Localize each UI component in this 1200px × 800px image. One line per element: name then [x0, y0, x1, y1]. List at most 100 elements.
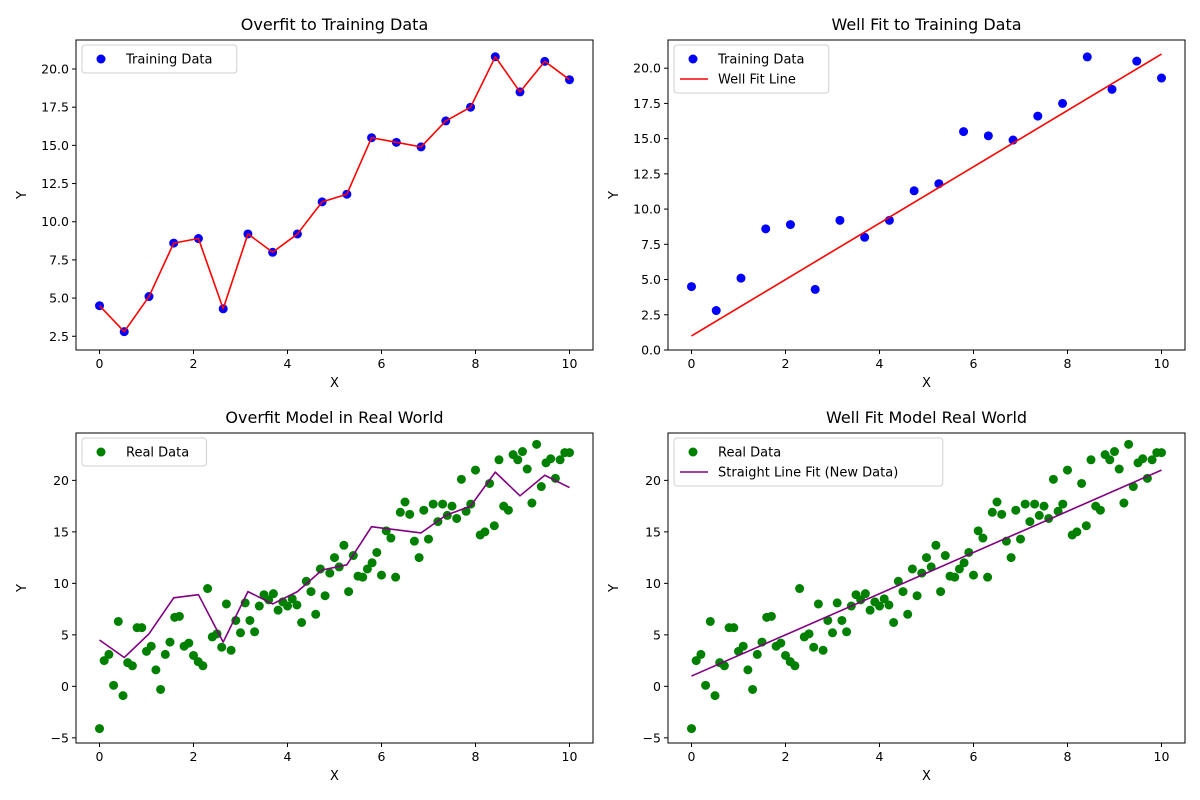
- data-point: [424, 534, 433, 544]
- axes-frame: [75, 39, 594, 351]
- legend-box: [673, 437, 944, 487]
- data-point: [1039, 501, 1049, 511]
- data-point: [705, 616, 715, 626]
- data-point: [1128, 482, 1138, 492]
- data-point: [494, 455, 504, 465]
- legend-box: [673, 44, 830, 94]
- data-point: [940, 551, 950, 561]
- data-point: [1058, 499, 1068, 509]
- data-point: [950, 572, 960, 582]
- data-point: [959, 558, 969, 568]
- data-point: [160, 649, 170, 659]
- x-tick-label: 6: [970, 749, 978, 764]
- data-point: [358, 572, 368, 582]
- data-point: [184, 638, 194, 648]
- data-point: [710, 691, 720, 701]
- data-point: [513, 455, 523, 465]
- legend-box: [81, 437, 207, 467]
- data-point: [1033, 111, 1043, 121]
- data-point: [1081, 521, 1091, 531]
- data-point: [828, 628, 837, 638]
- data-point: [456, 474, 466, 484]
- y-tick-label: 10.0: [633, 202, 661, 217]
- plot-area: [687, 52, 1166, 337]
- x-tick-label: 0: [96, 749, 104, 764]
- x-tick-label: 6: [970, 356, 978, 371]
- data-point: [1110, 447, 1119, 457]
- data-point: [898, 587, 908, 597]
- data-point: [785, 220, 795, 230]
- data-point: [386, 533, 396, 543]
- data-point: [687, 282, 696, 292]
- data-point: [409, 536, 419, 546]
- data-point: [391, 572, 401, 582]
- data-point: [889, 618, 899, 628]
- data-point: [903, 609, 913, 619]
- data-point: [1119, 498, 1129, 508]
- data-point: [1105, 455, 1115, 465]
- data-point: [268, 589, 278, 599]
- data-point: [1114, 464, 1124, 474]
- x-tick-label: 8: [1064, 356, 1072, 371]
- data-point: [922, 553, 931, 563]
- data-point: [1053, 506, 1063, 516]
- data-point: [287, 594, 297, 604]
- legend-label: Training Data: [717, 53, 804, 68]
- data-point: [860, 232, 870, 242]
- data-point: [1006, 553, 1016, 563]
- data-point: [719, 661, 729, 671]
- data-point: [452, 513, 462, 523]
- data-point: [109, 680, 119, 690]
- data-point: [1072, 527, 1082, 537]
- data-point: [1157, 73, 1166, 83]
- data-point: [565, 448, 574, 458]
- data-point: [766, 611, 776, 621]
- data-point: [151, 665, 161, 675]
- data-point: [301, 576, 311, 586]
- data-point: [1132, 56, 1142, 66]
- y-tick-label: 12.5: [41, 176, 69, 191]
- data-point: [362, 564, 372, 574]
- data-point: [536, 482, 546, 492]
- data-point: [696, 649, 706, 659]
- data-point: [330, 553, 339, 563]
- data-point: [809, 642, 819, 652]
- data-point: [997, 509, 1007, 519]
- data-point: [1020, 499, 1030, 509]
- x-tick-label: 0: [688, 749, 696, 764]
- data-point: [790, 661, 800, 671]
- chart-panel-1: Overfit to Training Data 0 2 4 6 8 10 2.5 5.0 7.5…: [15, 15, 594, 391]
- data-point: [550, 473, 560, 483]
- data-point: [395, 507, 405, 517]
- data-point: [489, 521, 499, 531]
- x-tick-label: 4: [876, 356, 884, 371]
- y-tick-label: 17.5: [633, 96, 661, 111]
- legend: Training Data: [81, 44, 238, 74]
- y-tick-label: 0: [61, 679, 69, 694]
- legend-marker: [688, 54, 698, 64]
- y-tick-label: 2.5: [641, 307, 661, 322]
- y-tick-label: 10: [645, 576, 661, 591]
- data-point: [1138, 454, 1148, 464]
- data-point: [104, 649, 114, 659]
- data-point: [1048, 474, 1058, 484]
- data-point: [1063, 465, 1072, 475]
- data-point: [95, 724, 104, 734]
- data-point: [860, 589, 870, 599]
- plot-area: [687, 439, 1166, 734]
- y-tick-label: 2.5: [49, 329, 69, 344]
- plot-area: [95, 52, 574, 337]
- data-point: [781, 650, 790, 660]
- y-axis-label: Y: [607, 584, 622, 593]
- legend: Training Data Well Fit Line: [673, 44, 830, 94]
- data-point: [146, 641, 156, 651]
- chart-panel-4: Well Fit Model Real World 0 2 4 6 8 10 −5 0 5 10 15…: [607, 408, 1186, 784]
- data-point: [1016, 534, 1025, 544]
- data-point: [428, 499, 438, 509]
- x-tick-label: 10: [562, 749, 578, 764]
- series-line: [98, 55, 570, 333]
- legend-label: Training Data: [125, 53, 212, 68]
- x-tick-label: 8: [472, 749, 480, 764]
- data-point: [414, 553, 424, 563]
